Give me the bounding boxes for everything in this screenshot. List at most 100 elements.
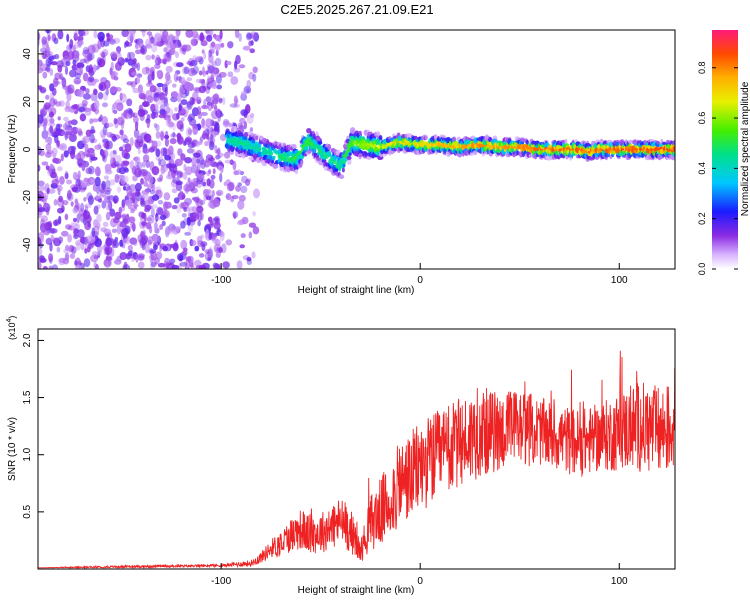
- noise-point: [141, 30, 146, 38]
- ridge-point: [233, 125, 237, 133]
- noise-point: [236, 260, 243, 269]
- x-tick-label: 100: [611, 275, 628, 286]
- noise-point: [97, 39, 102, 50]
- noise-point: [234, 30, 240, 39]
- noise-point: [249, 48, 255, 54]
- noise-point: [248, 40, 252, 47]
- colorbar: 0.0 0.2 0.4 0.6 0.8 Normalized spectral ampl…: [697, 30, 750, 275]
- noise-point: [189, 215, 197, 221]
- noise-point: [89, 129, 96, 134]
- noise-point: [203, 52, 207, 60]
- ridge-point: [341, 167, 345, 173]
- noise-point: [49, 125, 54, 134]
- noise-point: [64, 131, 68, 141]
- noise-point: [45, 94, 50, 100]
- noise-point: [209, 134, 214, 144]
- noise-point: [144, 243, 150, 254]
- noise-point: [152, 41, 161, 47]
- noise-point: [116, 116, 125, 126]
- ridge-point: [349, 127, 356, 134]
- noise-point: [192, 123, 198, 129]
- noise-point: [79, 66, 83, 76]
- noise-point: [69, 253, 76, 259]
- noise-point: [253, 32, 260, 42]
- noise-point: [210, 174, 216, 180]
- noise-point: [124, 225, 131, 235]
- noise-point: [153, 222, 159, 231]
- noise-point: [175, 51, 179, 59]
- noise-point: [65, 100, 70, 109]
- noise-point: [87, 44, 96, 54]
- noise-point: [73, 77, 82, 85]
- ridge-point: [248, 156, 254, 161]
- noise-point: [151, 111, 156, 120]
- noise-point: [60, 153, 64, 162]
- noise-point: [99, 129, 107, 138]
- noise-point: [200, 40, 208, 47]
- noise-point: [146, 183, 154, 189]
- noise-point: [38, 67, 44, 74]
- noise-point: [186, 148, 194, 154]
- noise-point: [123, 261, 128, 269]
- noise-point: [86, 153, 93, 158]
- noise-point: [49, 242, 53, 252]
- noise-point: [209, 161, 218, 168]
- noise-point: [119, 92, 123, 101]
- y-tick-label: 40: [22, 48, 33, 60]
- noise-point: [61, 77, 67, 88]
- noise-point: [109, 157, 117, 167]
- noise-point: [208, 67, 216, 75]
- noise-point: [82, 49, 91, 58]
- noise-point: [208, 157, 215, 162]
- noise-point: [172, 113, 179, 121]
- ridge-point: [287, 167, 290, 171]
- noise-point: [94, 99, 100, 110]
- noise-point: [161, 164, 169, 173]
- noise-point: [68, 127, 73, 133]
- noise-point: [169, 243, 174, 248]
- noise-point: [224, 151, 231, 159]
- noise-point: [59, 143, 67, 151]
- ridge-point: [434, 134, 438, 141]
- noise-point: [142, 101, 150, 108]
- noise-point: [157, 177, 163, 183]
- noise-point: [171, 204, 178, 210]
- noise-point: [151, 71, 155, 81]
- noise-point: [40, 88, 46, 93]
- noise-point: [157, 199, 164, 205]
- noise-point: [180, 220, 186, 229]
- ridge-point: [238, 132, 244, 137]
- noise-point: [74, 260, 78, 266]
- noise-point: [225, 193, 232, 201]
- noise-point: [172, 243, 178, 250]
- noise-point: [99, 84, 104, 90]
- noise-point: [217, 165, 224, 172]
- noise-point: [159, 108, 166, 116]
- noise-point: [146, 31, 153, 36]
- noise-point: [174, 158, 183, 167]
- y-tick-label: 20: [22, 96, 33, 108]
- noise-point: [44, 183, 50, 193]
- noise-point: [173, 230, 179, 235]
- noise-point: [218, 247, 223, 254]
- noise-point: [235, 185, 241, 192]
- ridge-point: [352, 141, 356, 145]
- noise-point: [84, 236, 88, 244]
- noise-point: [198, 264, 207, 269]
- noise-point: [164, 130, 169, 140]
- noise-point: [168, 145, 174, 156]
- noise-point: [46, 187, 50, 195]
- ridge-point: [273, 164, 279, 169]
- noise-point: [202, 181, 207, 187]
- spectrogram-panel: -100 0 100 -40 -20 0 20 40 Height of straight …: [7, 29, 676, 296]
- noise-point: [215, 155, 222, 160]
- noise-point: [71, 186, 79, 193]
- noise-point: [132, 87, 139, 94]
- noise-point: [128, 216, 136, 224]
- noise-point: [199, 199, 206, 205]
- noise-point: [194, 245, 200, 252]
- ridge-point: [528, 154, 532, 158]
- ridge-point: [633, 152, 637, 158]
- noise-point: [82, 30, 89, 36]
- noise-point: [78, 30, 85, 37]
